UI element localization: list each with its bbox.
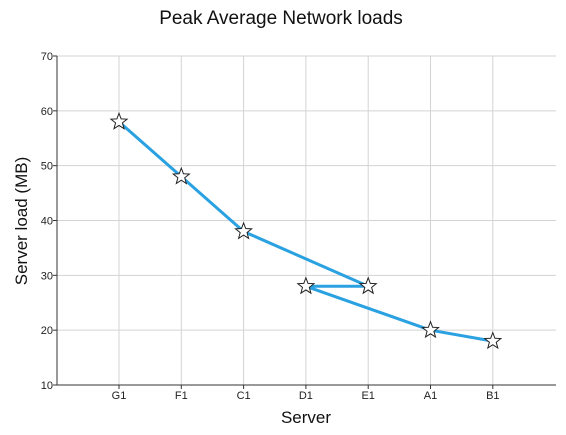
x-tick-label: E1 (361, 390, 374, 402)
y-tick-label: 50 (41, 161, 53, 173)
y-tick-labels: 10 20 30 40 50 60 70 (41, 51, 53, 392)
x-tick-labels: G1 F1 C1 D1 E1 A1 B1 (112, 390, 500, 402)
x-tick-label: D1 (299, 390, 313, 402)
grid (57, 55, 556, 385)
chart-title: Peak Average Network loads (159, 8, 403, 29)
x-tick-label: G1 (112, 390, 127, 402)
y-tick-label: 70 (41, 51, 53, 63)
y-tick-label: 20 (41, 325, 53, 337)
data-point-a1 (421, 320, 440, 339)
x-tick-label: B1 (486, 390, 499, 402)
x-tick-label: A1 (424, 390, 437, 402)
data-point-f1 (171, 166, 191, 185)
y-tick-label: 60 (41, 106, 53, 118)
data-point-d1 (296, 276, 316, 295)
data-point-e1 (358, 276, 378, 295)
x-tick-label: C1 (237, 390, 251, 402)
x-axis-label: Server (281, 408, 331, 427)
data-point-b1 (483, 331, 503, 350)
y-axis-label: Server load (MB) (12, 157, 31, 285)
y-tick-label: 40 (41, 216, 53, 228)
data-point-g1 (109, 111, 129, 130)
y-tick-label: 30 (41, 270, 53, 282)
axes (53, 55, 556, 389)
data-points (109, 111, 503, 350)
data-point-c1 (234, 221, 254, 240)
y-tick-label: 10 (41, 380, 53, 392)
x-tick-label: F1 (175, 390, 188, 402)
